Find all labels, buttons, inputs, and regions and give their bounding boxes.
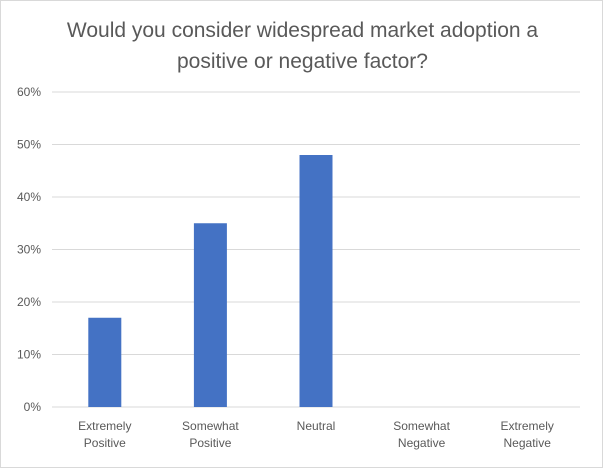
y-tick-label: 0%: [24, 400, 42, 414]
x-tick-label: Somewhat Positive: [182, 419, 239, 450]
y-tick-label: 50%: [17, 138, 41, 152]
y-tick-label: 60%: [17, 85, 41, 99]
x-tick-label: Neutral: [297, 419, 336, 433]
y-axis-ticks: 0% 10% 20% 30% 40% 50% 60%: [17, 85, 41, 414]
bar: [299, 155, 333, 407]
bar: [88, 317, 122, 407]
y-tick-label: 20%: [17, 295, 41, 309]
chart-title: Would you consider widespread market ado…: [66, 19, 539, 73]
x-tick-label: Extremely Positive: [78, 419, 131, 450]
bar: [193, 223, 227, 407]
x-tick-label: Somewhat Negative: [393, 419, 450, 450]
x-axis-ticks: Extremely Positive Somewhat Positive Neutral…: [78, 419, 554, 450]
x-tick-label: Extremely Negative: [501, 419, 554, 450]
y-tick-label: 10%: [17, 348, 41, 362]
y-tick-label: 30%: [17, 243, 41, 257]
y-tick-label: 40%: [17, 190, 41, 204]
bars: [88, 155, 333, 407]
